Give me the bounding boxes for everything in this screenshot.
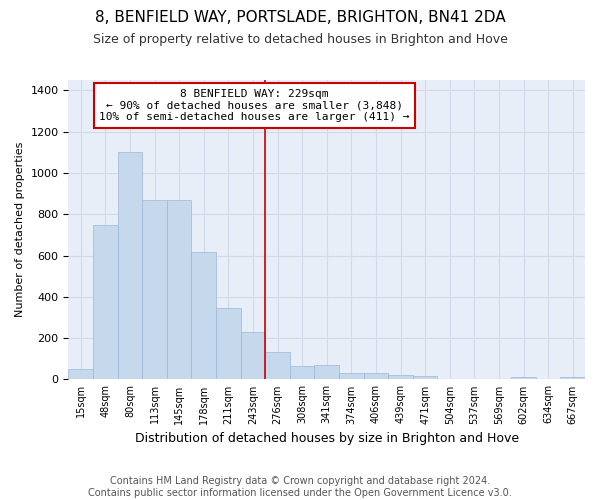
Bar xyxy=(167,200,191,380)
Bar xyxy=(364,373,388,380)
Bar xyxy=(68,369,93,380)
Bar xyxy=(413,376,437,380)
Text: Contains HM Land Registry data © Crown copyright and database right 2024.
Contai: Contains HM Land Registry data © Crown c… xyxy=(88,476,512,498)
Y-axis label: Number of detached properties: Number of detached properties xyxy=(15,142,25,318)
Text: Size of property relative to detached houses in Brighton and Hove: Size of property relative to detached ho… xyxy=(92,32,508,46)
Text: 8, BENFIELD WAY, PORTSLADE, BRIGHTON, BN41 2DA: 8, BENFIELD WAY, PORTSLADE, BRIGHTON, BN… xyxy=(95,10,505,25)
Bar xyxy=(339,373,364,380)
Bar xyxy=(216,308,241,380)
Bar xyxy=(142,200,167,380)
Bar xyxy=(290,366,314,380)
Bar xyxy=(118,152,142,380)
Bar xyxy=(314,365,339,380)
X-axis label: Distribution of detached houses by size in Brighton and Hove: Distribution of detached houses by size … xyxy=(134,432,519,445)
Bar xyxy=(388,376,413,380)
Bar xyxy=(511,377,536,380)
Bar xyxy=(265,352,290,380)
Bar xyxy=(191,252,216,380)
Bar xyxy=(93,224,118,380)
Bar xyxy=(241,332,265,380)
Text: 8 BENFIELD WAY: 229sqm
← 90% of detached houses are smaller (3,848)
10% of semi-: 8 BENFIELD WAY: 229sqm ← 90% of detached… xyxy=(99,89,410,122)
Bar xyxy=(560,377,585,380)
